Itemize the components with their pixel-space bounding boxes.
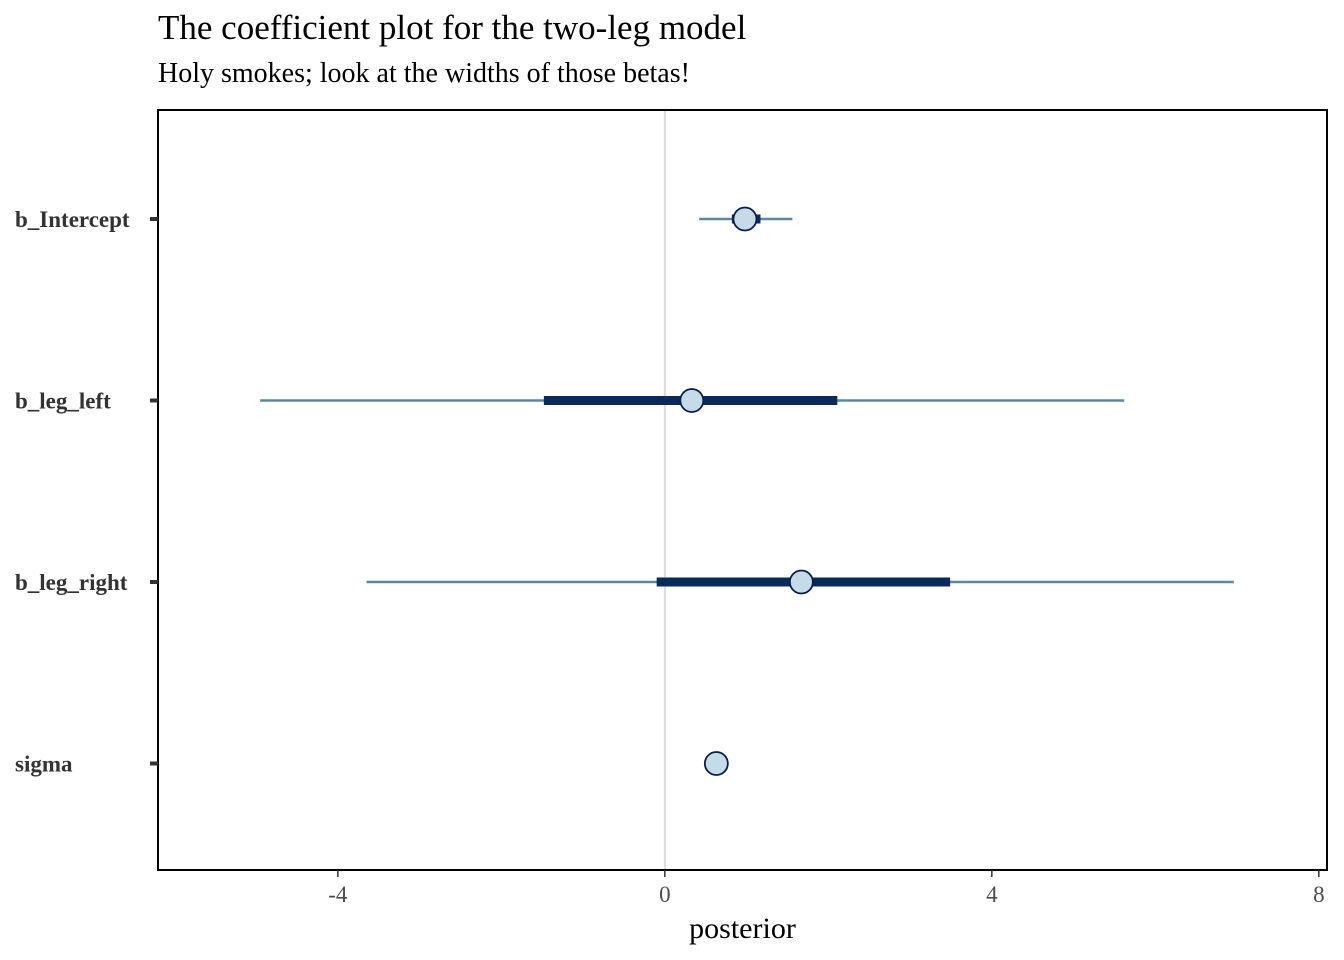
median-point-b-leg-left [679, 388, 705, 413]
y-tick-label-b-leg-left: b_leg_left [15, 389, 111, 414]
plot-panel-border [157, 109, 1328, 871]
x-tick-label-0: -4 [328, 882, 348, 907]
coefficient-marks [260, 206, 1234, 776]
x-tick-label-1: 0 [659, 882, 671, 907]
median-point-sigma [703, 751, 729, 776]
x-tick-label-3: 8 [1313, 882, 1325, 907]
y-tick-label-b-leg-right: b_leg_right [15, 570, 128, 595]
x-axis-title: posterior [689, 912, 796, 945]
y-tick-label-sigma: sigma [15, 752, 73, 777]
chart-title: The coefficient plot for the two-leg mod… [158, 8, 747, 47]
median-point-b-leg-right [788, 569, 814, 595]
chart-subtitle: Holy smokes; look at the widths of those… [158, 58, 690, 89]
x-tick-label-2: 4 [986, 882, 998, 907]
y-tick-label-b-intercept: b_Intercept [15, 207, 130, 232]
x-axis: -4 0 4 8 [328, 870, 1325, 907]
median-point-b-intercept [732, 206, 758, 232]
